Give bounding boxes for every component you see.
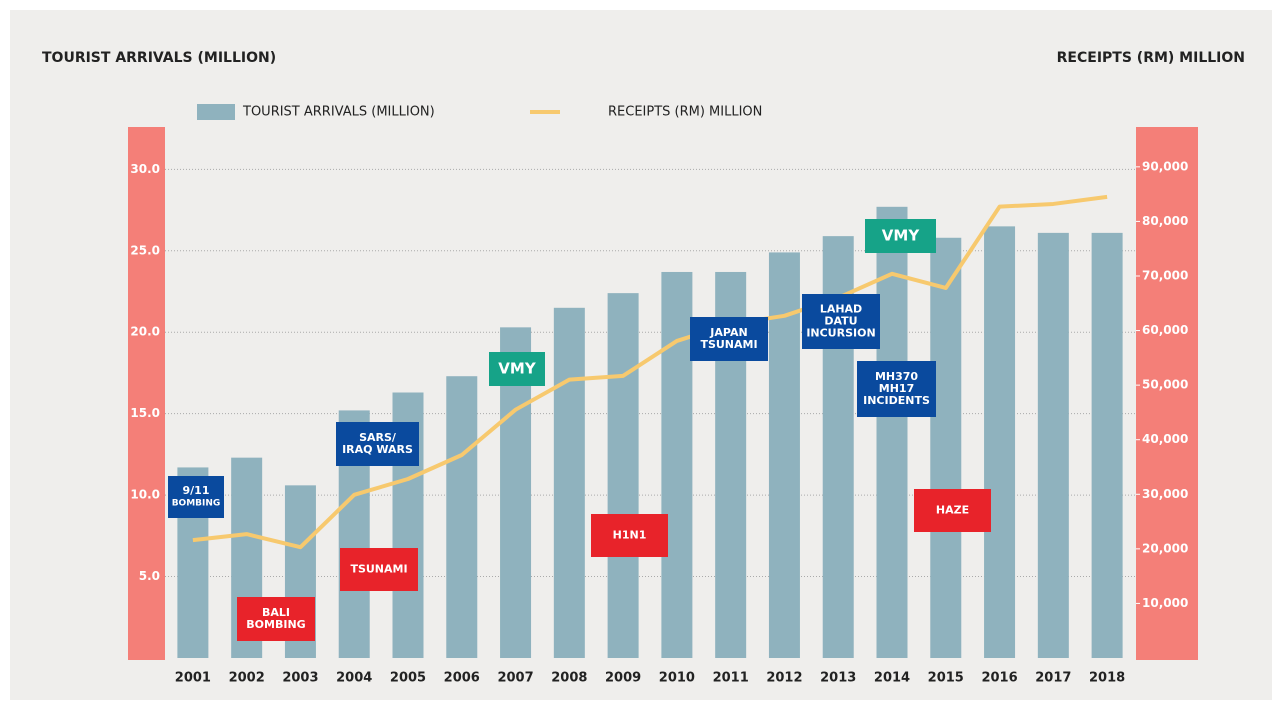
bar [1037, 232, 1069, 658]
legend-label: TOURIST ARRIVALS (MILLION) [242, 105, 435, 120]
legend-swatch [197, 104, 235, 120]
x-tick-label: 2013 [820, 671, 856, 686]
annotation-text: MH370 [875, 370, 918, 383]
annotation-text: JAPAN [709, 326, 747, 339]
x-tick-label: 2015 [928, 671, 964, 686]
x-tick-label: 2011 [713, 671, 749, 686]
annotation-text: BALI [262, 606, 290, 619]
annotation-box [857, 361, 936, 417]
bar [607, 293, 639, 658]
bar [553, 307, 585, 658]
annotation-text: 9/11 [183, 484, 210, 497]
annotation-text: VMY [882, 227, 921, 245]
bar [876, 206, 908, 659]
x-tick-label: 2018 [1089, 671, 1125, 686]
y2-tick-label: 60,000 [1142, 323, 1188, 337]
y2-tick-label: 20,000 [1142, 541, 1188, 555]
left-axis-band [128, 127, 165, 660]
bar [984, 226, 1016, 659]
x-tick-label: 2012 [766, 671, 802, 686]
y-tick-label: 15.0 [130, 406, 160, 420]
annotation-text: LAHAD [820, 303, 862, 316]
bar [446, 376, 478, 658]
annotation-text: TSUNAMI [700, 338, 757, 351]
legend-label: RECEIPTS (RM) MILLION [608, 105, 762, 120]
x-tick-label: 2003 [282, 671, 318, 686]
x-tick-label: 2007 [497, 671, 533, 686]
x-tick-label: 2009 [605, 671, 641, 686]
annotation-text: IRAQ WARS [342, 443, 413, 456]
x-tick-label: 2017 [1035, 671, 1071, 686]
annotation-text: SARS/ [359, 431, 397, 444]
annotation-text: VMY [498, 360, 537, 378]
annotation-box [336, 422, 419, 466]
y-tick-label: 5.0 [139, 569, 160, 583]
annotation-text: H1N1 [613, 529, 647, 542]
right-axis-band [1136, 127, 1198, 660]
x-tick-label: 2010 [659, 671, 695, 686]
annotation-box [489, 352, 545, 386]
bar [661, 271, 693, 658]
annotation-box [802, 294, 880, 349]
bar [1091, 232, 1123, 658]
annotation-text: INCURSION [806, 327, 875, 340]
annotation-box [591, 514, 668, 557]
annotation-text: BOMBING [246, 618, 305, 631]
y2-axis-title: RECEIPTS (RM) MILLION [1057, 50, 1245, 66]
y2-tick-label: 90,000 [1142, 159, 1188, 173]
x-tick-label: 2004 [336, 671, 372, 686]
x-tick-label: 2002 [229, 671, 265, 686]
y2-tick-label: 10,000 [1142, 596, 1188, 610]
annotation-text: INCIDENTS [863, 394, 930, 407]
y-tick-label: 20.0 [130, 325, 160, 339]
x-tick-label: 2006 [444, 671, 480, 686]
annotation-box [340, 548, 418, 591]
annotation-box [690, 317, 768, 361]
bar [930, 237, 962, 658]
y-tick-label: 25.0 [130, 243, 160, 257]
bar [768, 252, 800, 659]
annotation-text: DATU [824, 315, 857, 328]
annotation-box [914, 489, 991, 532]
annotation-box [237, 597, 315, 641]
line [192, 194, 1108, 550]
y2-tick-label: 30,000 [1142, 487, 1188, 501]
annotation-text: BOMBING [172, 499, 221, 509]
annotation-text: TSUNAMI [350, 563, 407, 576]
y2-tick-label: 70,000 [1142, 268, 1188, 282]
annotation-box [865, 219, 936, 253]
annotation-text: MH17 [879, 382, 914, 395]
annotation-text: HAZE [936, 504, 969, 517]
x-tick-label: 2016 [981, 671, 1017, 686]
annotation-box [168, 476, 224, 518]
y2-tick-label: 50,000 [1142, 378, 1188, 392]
x-tick-label: 2001 [175, 671, 211, 686]
y2-tick-label: 80,000 [1142, 214, 1188, 228]
y2-tick-label: 40,000 [1142, 432, 1188, 446]
y-tick-label: 30.0 [130, 162, 160, 176]
y-axis-title: TOURIST ARRIVALS (MILLION) [42, 50, 276, 66]
x-tick-label: 2014 [874, 671, 910, 686]
x-tick-label: 2005 [390, 671, 426, 686]
y-tick-label: 10.0 [130, 488, 160, 502]
x-tick-label: 2008 [551, 671, 587, 686]
